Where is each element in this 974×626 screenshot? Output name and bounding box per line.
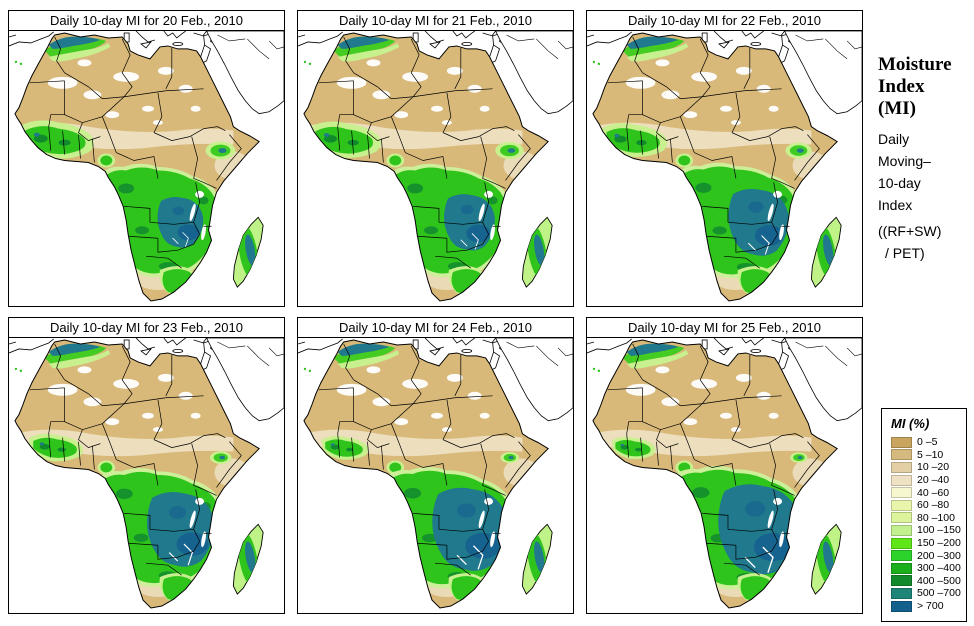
figure-subtitle-line: Moving– [878, 153, 931, 169]
legend-swatch [891, 600, 912, 612]
figure-subtitle-line: 10-day [878, 175, 921, 191]
map-title-4: Daily 10-day MI for 23 Feb., 2010 [8, 317, 285, 338]
legend-label: 400 –500 [917, 574, 961, 587]
africa-map [586, 337, 863, 614]
map-panel-1: Daily 10-day MI for 20 Feb., 2010 [8, 10, 285, 307]
africa-map [8, 337, 285, 614]
mi-formula: ((RF+SW) / PET) [878, 220, 941, 264]
legend-swatch [891, 499, 912, 511]
legend-entry: 400 –500 [891, 575, 962, 588]
africa-map-svg [298, 31, 573, 306]
legend-swatch [891, 587, 912, 599]
legend-label: 20 –40 [917, 474, 950, 487]
map-title-5: Daily 10-day MI for 24 Feb., 2010 [297, 317, 574, 338]
figure-subtitle-line: Index [878, 197, 913, 213]
figure-subtitle: Daily Moving– 10-day Index [878, 128, 931, 216]
figure-title: Moisture Index (MI) [878, 54, 952, 120]
map-panel-3: Daily 10-day MI for 22 Feb., 2010 [586, 10, 863, 307]
map-panel-6: Daily 10-day MI for 25 Feb., 2010 [586, 317, 863, 614]
legend-entry: > 700 [891, 600, 962, 613]
legend-entry: 5 –10 [891, 449, 962, 462]
legend-label: 300 –400 [917, 562, 961, 575]
figure-subtitle-line: Daily [878, 131, 910, 147]
africa-map-svg [587, 31, 862, 306]
legend-swatch [891, 575, 912, 587]
map-title-1: Daily 10-day MI for 20 Feb., 2010 [8, 10, 285, 31]
legend-entry: 300 –400 [891, 562, 962, 575]
legend-swatch [891, 550, 912, 562]
legend-label: 60 –80 [917, 499, 950, 512]
africa-map-svg [9, 338, 284, 613]
africa-map [586, 30, 863, 307]
legend-entry: 200 –300 [891, 549, 962, 562]
map-panel-4: Daily 10-day MI for 23 Feb., 2010 [8, 317, 285, 614]
legend-label: 150 –200 [917, 537, 961, 550]
legend-label: 500 –700 [917, 587, 961, 600]
legend-entry: 500 –700 [891, 587, 962, 600]
map-title-2: Daily 10-day MI for 21 Feb., 2010 [297, 10, 574, 31]
legend-entry: 80 –100 [891, 512, 962, 525]
legend-label: 200 –300 [917, 549, 961, 562]
map-title-3: Daily 10-day MI for 22 Feb., 2010 [586, 10, 863, 31]
africa-map [297, 30, 574, 307]
legend-swatch [891, 512, 912, 524]
map-panel-2: Daily 10-day MI for 21 Feb., 2010 [297, 10, 574, 307]
legend-swatch [891, 461, 912, 473]
legend-swatch [891, 436, 912, 448]
legend-swatch [891, 474, 912, 486]
legend-entry: 10 –20 [891, 461, 962, 474]
africa-map-svg [9, 31, 284, 306]
legend-entry: 100 –150 [891, 524, 962, 537]
legend-swatch [891, 537, 912, 549]
legend: MI (%) 0 –5 5 –10 10 –20 20 –40 40 –60 6… [881, 408, 967, 622]
legend-swatch [891, 524, 912, 536]
africa-map-svg [298, 338, 573, 613]
legend-entry: 150 –200 [891, 537, 962, 550]
map-panel-5: Daily 10-day MI for 24 Feb., 2010 [297, 317, 574, 614]
legend-entry: 20 –40 [891, 474, 962, 487]
legend-label: 5 –10 [917, 448, 944, 461]
africa-map [297, 337, 574, 614]
legend-label: 80 –100 [917, 511, 955, 524]
legend-label: 10 –20 [917, 461, 950, 474]
figure-title-line: (MI) [878, 98, 916, 119]
legend-label: > 700 [917, 600, 944, 613]
legend-label: 40 –60 [917, 486, 950, 499]
legend-entry: 60 –80 [891, 499, 962, 512]
legend-entry: 40 –60 [891, 486, 962, 499]
legend-swatch [891, 562, 912, 574]
africa-map [8, 30, 285, 307]
figure-title-line: Moisture [878, 54, 952, 75]
legend-title: MI (%) [891, 416, 930, 431]
figure-title-line: Index [878, 76, 925, 97]
legend-label: 100 –150 [917, 524, 961, 537]
legend-entry: 0 –5 [891, 436, 962, 449]
mi-formula-line: / PET) [885, 245, 925, 261]
mi-formula-line: ((RF+SW) [878, 223, 942, 239]
legend-swatch [891, 449, 912, 461]
legend-swatch [891, 487, 912, 499]
map-title-6: Daily 10-day MI for 25 Feb., 2010 [586, 317, 863, 338]
legend-label: 0 –5 [917, 436, 938, 449]
africa-map-svg [587, 338, 862, 613]
